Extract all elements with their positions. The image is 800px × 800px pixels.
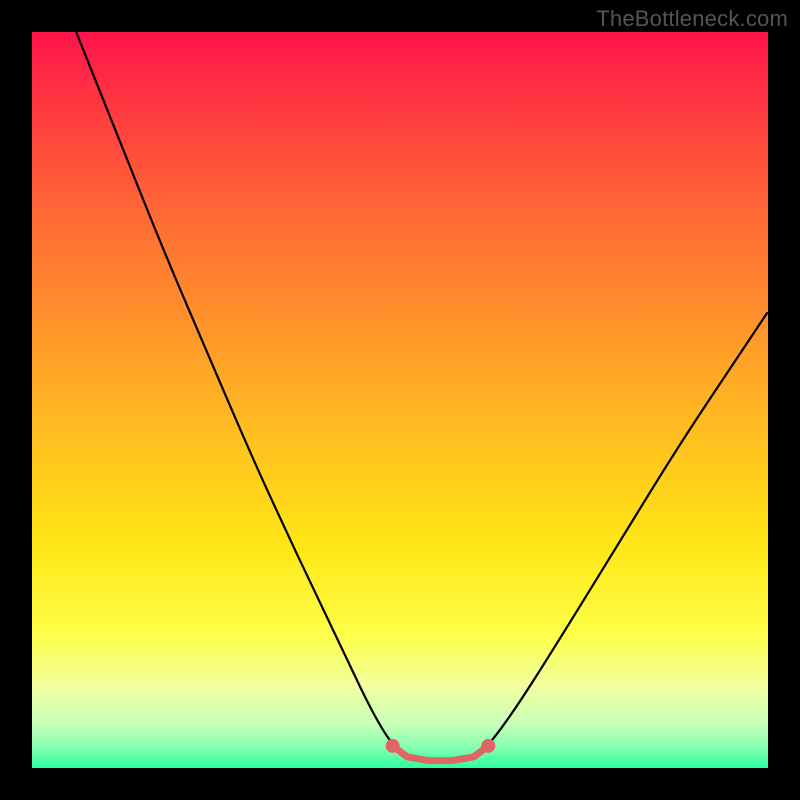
chart-outer-frame: TheBottleneck.com [0,0,800,800]
chart-plot-area [32,32,768,768]
chart-svg [32,32,768,768]
optimal-endpoint-dot [481,739,495,753]
optimal-endpoint-dot [386,739,400,753]
watermark-text: TheBottleneck.com [596,6,788,32]
chart-background [32,32,768,768]
